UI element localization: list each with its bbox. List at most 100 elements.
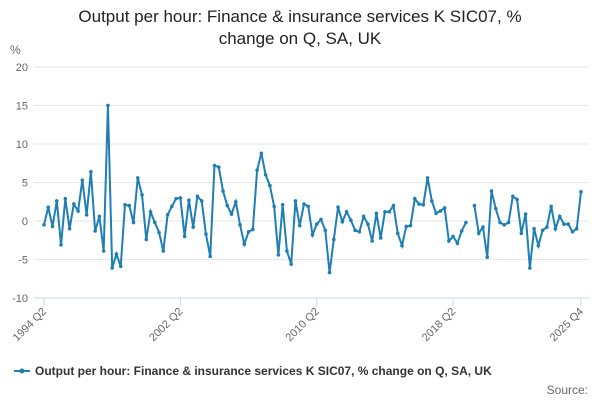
point bbox=[238, 223, 242, 227]
point bbox=[421, 203, 426, 207]
point bbox=[123, 203, 127, 207]
point bbox=[319, 217, 323, 222]
y-tick-label: 20 bbox=[16, 62, 28, 74]
point bbox=[536, 243, 541, 248]
point bbox=[476, 231, 481, 236]
point bbox=[361, 214, 366, 219]
point bbox=[144, 237, 149, 242]
point bbox=[357, 229, 362, 234]
point bbox=[532, 226, 536, 231]
point bbox=[280, 203, 285, 207]
point bbox=[566, 222, 571, 226]
x-tick-label: 2010 Q2 bbox=[284, 306, 322, 344]
point bbox=[255, 168, 259, 172]
point bbox=[212, 163, 217, 168]
point bbox=[336, 205, 340, 209]
point bbox=[366, 222, 370, 226]
point bbox=[327, 270, 332, 275]
point bbox=[306, 204, 311, 209]
legend-marker bbox=[19, 368, 25, 374]
point bbox=[93, 229, 97, 233]
point bbox=[557, 214, 562, 219]
legend-label: Output per hour: Finance & insurance ser… bbox=[35, 364, 492, 378]
point bbox=[148, 209, 153, 214]
point bbox=[293, 199, 298, 203]
point bbox=[502, 223, 507, 227]
point bbox=[455, 241, 460, 246]
point bbox=[63, 196, 68, 201]
point bbox=[314, 222, 319, 226]
point bbox=[259, 151, 264, 156]
point bbox=[54, 199, 59, 203]
point bbox=[187, 198, 191, 203]
point bbox=[579, 189, 583, 194]
point bbox=[523, 212, 528, 216]
point bbox=[332, 237, 336, 242]
point bbox=[178, 196, 183, 200]
point bbox=[263, 173, 268, 177]
point bbox=[195, 194, 200, 199]
point bbox=[562, 222, 566, 226]
point bbox=[127, 203, 132, 208]
line bbox=[43, 105, 582, 273]
point bbox=[101, 249, 106, 253]
point bbox=[353, 228, 357, 233]
point bbox=[498, 220, 502, 225]
point bbox=[89, 169, 93, 174]
point bbox=[511, 194, 515, 199]
point bbox=[67, 226, 72, 231]
point bbox=[268, 183, 272, 188]
point bbox=[131, 220, 136, 225]
point bbox=[391, 203, 396, 208]
point bbox=[191, 225, 195, 229]
point bbox=[302, 202, 306, 206]
point bbox=[378, 236, 383, 240]
point bbox=[229, 212, 234, 216]
point bbox=[225, 203, 230, 208]
point bbox=[528, 266, 532, 270]
point bbox=[110, 266, 114, 270]
point bbox=[208, 254, 213, 259]
point bbox=[233, 199, 238, 204]
point bbox=[400, 243, 404, 248]
point bbox=[46, 205, 51, 209]
point bbox=[553, 226, 558, 231]
point bbox=[387, 209, 392, 214]
x-tick-label: 2018 Q2 bbox=[420, 306, 458, 344]
point bbox=[493, 206, 498, 211]
y-axis-label: % bbox=[10, 43, 21, 57]
point bbox=[340, 219, 345, 224]
point bbox=[182, 234, 187, 239]
point bbox=[404, 224, 409, 229]
point bbox=[425, 176, 430, 180]
point bbox=[442, 206, 447, 210]
y-tick-label: 0 bbox=[22, 216, 28, 228]
point bbox=[84, 213, 89, 217]
point bbox=[42, 223, 46, 227]
point bbox=[451, 234, 455, 239]
point bbox=[140, 193, 144, 197]
y-tick-label: 15 bbox=[16, 101, 28, 113]
point bbox=[434, 211, 438, 216]
source: Source: bbox=[547, 383, 588, 397]
point bbox=[459, 229, 464, 233]
point bbox=[216, 165, 221, 169]
point bbox=[72, 202, 76, 206]
point bbox=[153, 220, 157, 225]
point bbox=[161, 249, 166, 253]
point bbox=[408, 223, 413, 228]
point bbox=[135, 176, 140, 180]
y-tick-label: -5 bbox=[18, 255, 28, 267]
point bbox=[481, 225, 485, 229]
point bbox=[349, 218, 353, 223]
point bbox=[199, 199, 204, 203]
point bbox=[276, 253, 281, 257]
point bbox=[114, 252, 119, 256]
point bbox=[430, 199, 434, 203]
point bbox=[574, 226, 579, 231]
point bbox=[417, 202, 421, 206]
x-tick-label: 1994 Q2 bbox=[11, 306, 49, 344]
point bbox=[157, 230, 161, 235]
point bbox=[297, 223, 302, 228]
